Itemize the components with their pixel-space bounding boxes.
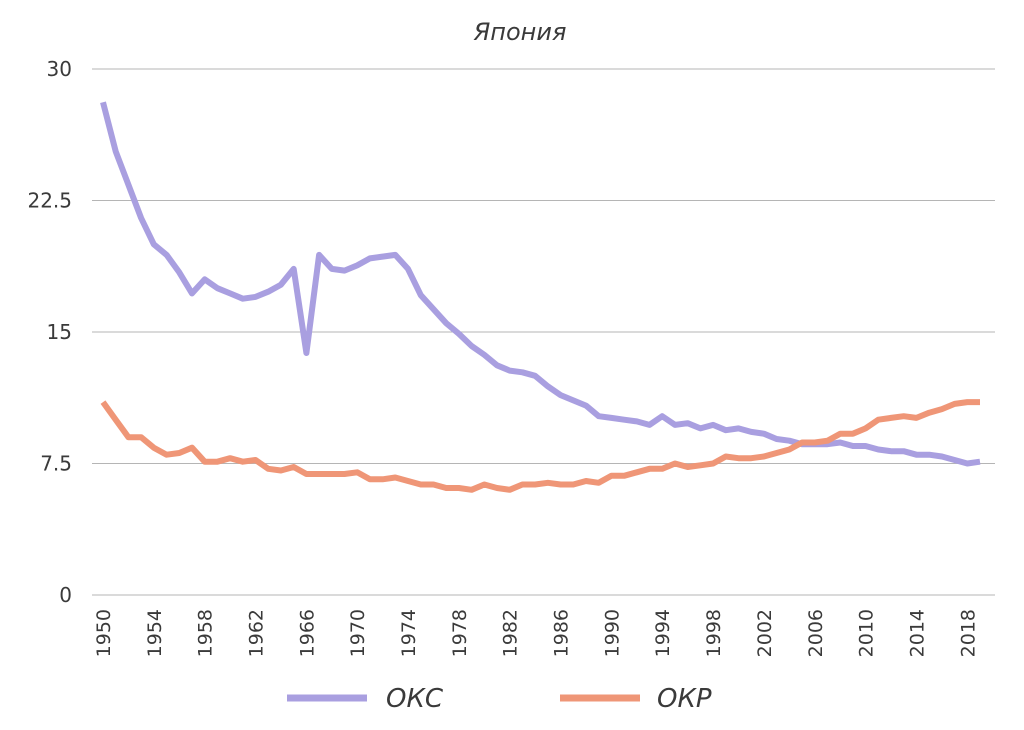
x-tick-label: 1962 — [246, 609, 268, 657]
y-tick-label: 22.5 — [27, 189, 72, 213]
x-tick-label: 2002 — [754, 609, 776, 657]
y-tick-label: 30 — [47, 57, 72, 81]
x-tick-label: 1974 — [398, 609, 420, 657]
x-tick-label: 1970 — [347, 609, 369, 657]
x-axis: 1950 1954 1958 1962 1966 1970 1974 1978 1982 1986… — [93, 609, 979, 657]
x-tick-label: 2014 — [906, 609, 928, 657]
series-line-1 — [100, 101, 981, 467]
x-tick-label: 1966 — [296, 609, 318, 657]
y-tick-label: 0 — [59, 583, 72, 607]
x-tick-label: 2006 — [805, 609, 827, 657]
y-axis: 0 7.5 15 22.5 30 — [27, 57, 72, 607]
x-tick-label: 2010 — [856, 609, 878, 657]
legend: ОКС ОКР — [287, 684, 712, 714]
x-tick-label: 1978 — [449, 609, 471, 657]
gridlines — [92, 68, 995, 596]
x-tick-label: 1954 — [144, 609, 166, 657]
x-tick-label: 1982 — [500, 609, 522, 657]
x-tick-label: 1990 — [601, 609, 623, 657]
x-tick-label: 1958 — [195, 609, 217, 657]
chart-title: Япония — [473, 18, 567, 46]
x-tick-label: 1998 — [703, 609, 725, 657]
x-tick-label: 1986 — [551, 609, 573, 657]
x-tick-label: 1950 — [93, 609, 115, 657]
y-tick-label: 7.5 — [40, 452, 72, 476]
series-line-2 — [100, 399, 980, 493]
y-tick-label: 15 — [47, 320, 72, 344]
x-tick-label: 2018 — [957, 609, 979, 657]
legend-label-2: ОКР — [657, 684, 712, 714]
legend-label-1: ОКС — [386, 684, 444, 714]
x-tick-label: 1994 — [652, 609, 674, 657]
plot-area — [100, 101, 981, 493]
